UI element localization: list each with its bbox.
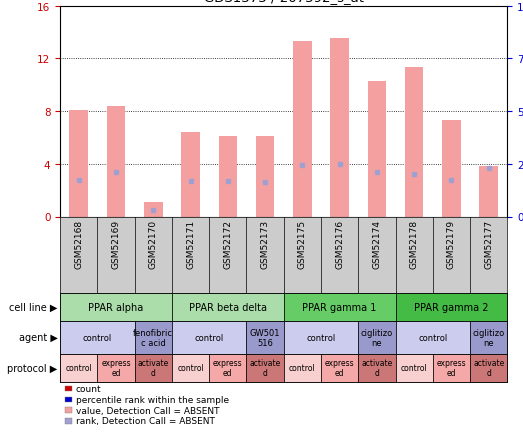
- Text: fenofibric
c acid: fenofibric c acid: [133, 328, 173, 347]
- Text: ciglitizo
ne: ciglitizo ne: [361, 328, 393, 347]
- Bar: [395, 321, 470, 354]
- Text: PPAR alpha: PPAR alpha: [88, 302, 144, 312]
- Bar: [135, 354, 172, 382]
- Text: GSM52170: GSM52170: [149, 219, 158, 268]
- Text: GSM52179: GSM52179: [447, 219, 456, 268]
- Text: express
ed: express ed: [101, 358, 131, 378]
- Text: PPAR gamma 1: PPAR gamma 1: [302, 302, 377, 312]
- Bar: [60, 321, 135, 354]
- Bar: [405, 68, 424, 217]
- Bar: [246, 321, 283, 354]
- Bar: [60, 293, 172, 321]
- Text: GSM52174: GSM52174: [372, 219, 381, 268]
- Bar: [97, 354, 135, 382]
- Bar: [470, 354, 507, 382]
- Bar: [246, 354, 283, 382]
- Bar: [470, 321, 507, 354]
- Text: control: control: [289, 363, 316, 372]
- Text: control: control: [306, 333, 336, 342]
- Bar: [172, 354, 209, 382]
- Bar: [293, 42, 312, 217]
- Bar: [368, 82, 386, 217]
- Text: PPAR gamma 2: PPAR gamma 2: [414, 302, 488, 312]
- Bar: [256, 137, 275, 217]
- Bar: [70, 110, 88, 217]
- Text: cell line ▶: cell line ▶: [9, 302, 58, 312]
- Bar: [107, 106, 126, 217]
- Bar: [135, 321, 172, 354]
- Bar: [283, 293, 395, 321]
- Bar: [172, 293, 283, 321]
- Text: rank, Detection Call = ABSENT: rank, Detection Call = ABSENT: [76, 417, 215, 425]
- Bar: [144, 203, 163, 217]
- Text: ciglitizo
ne: ciglitizo ne: [473, 328, 505, 347]
- Text: control: control: [83, 333, 112, 342]
- Text: express
ed: express ed: [437, 358, 466, 378]
- Text: control: control: [195, 333, 224, 342]
- Text: activate
d: activate d: [138, 358, 169, 378]
- Text: GSM52178: GSM52178: [410, 219, 418, 268]
- Bar: [358, 321, 395, 354]
- Text: GSM52169: GSM52169: [111, 219, 120, 268]
- Text: activate
d: activate d: [361, 358, 393, 378]
- Bar: [283, 321, 358, 354]
- Text: GSM52176: GSM52176: [335, 219, 344, 268]
- Bar: [480, 167, 498, 217]
- Bar: [358, 354, 395, 382]
- Text: control: control: [418, 333, 447, 342]
- Text: GSM52172: GSM52172: [223, 219, 232, 268]
- Bar: [60, 354, 97, 382]
- Text: GSM52173: GSM52173: [260, 219, 269, 268]
- Bar: [181, 133, 200, 217]
- Text: value, Detection Call = ABSENT: value, Detection Call = ABSENT: [76, 406, 219, 414]
- Text: control: control: [65, 363, 92, 372]
- Text: GSM52171: GSM52171: [186, 219, 195, 268]
- Bar: [172, 321, 246, 354]
- Bar: [219, 137, 237, 217]
- Bar: [209, 354, 246, 382]
- Text: protocol ▶: protocol ▶: [7, 363, 58, 373]
- Bar: [433, 354, 470, 382]
- Text: PPAR beta delta: PPAR beta delta: [189, 302, 267, 312]
- Text: control: control: [177, 363, 204, 372]
- Text: GSM52168: GSM52168: [74, 219, 83, 268]
- Text: percentile rank within the sample: percentile rank within the sample: [76, 395, 229, 404]
- Text: GSM52175: GSM52175: [298, 219, 307, 268]
- Text: GSM52177: GSM52177: [484, 219, 493, 268]
- Text: GW501
516: GW501 516: [250, 328, 280, 347]
- Text: express
ed: express ed: [213, 358, 243, 378]
- Text: control: control: [401, 363, 427, 372]
- Text: activate
d: activate d: [473, 358, 504, 378]
- Text: activate
d: activate d: [249, 358, 281, 378]
- Text: express
ed: express ed: [325, 358, 355, 378]
- Text: GDS1373 / 207592_s_at: GDS1373 / 207592_s_at: [204, 0, 363, 4]
- Text: count: count: [76, 384, 101, 393]
- Text: agent ▶: agent ▶: [19, 332, 58, 342]
- Bar: [395, 354, 433, 382]
- Bar: [283, 354, 321, 382]
- Bar: [442, 121, 461, 217]
- Bar: [321, 354, 358, 382]
- Bar: [395, 293, 507, 321]
- Bar: [331, 39, 349, 217]
